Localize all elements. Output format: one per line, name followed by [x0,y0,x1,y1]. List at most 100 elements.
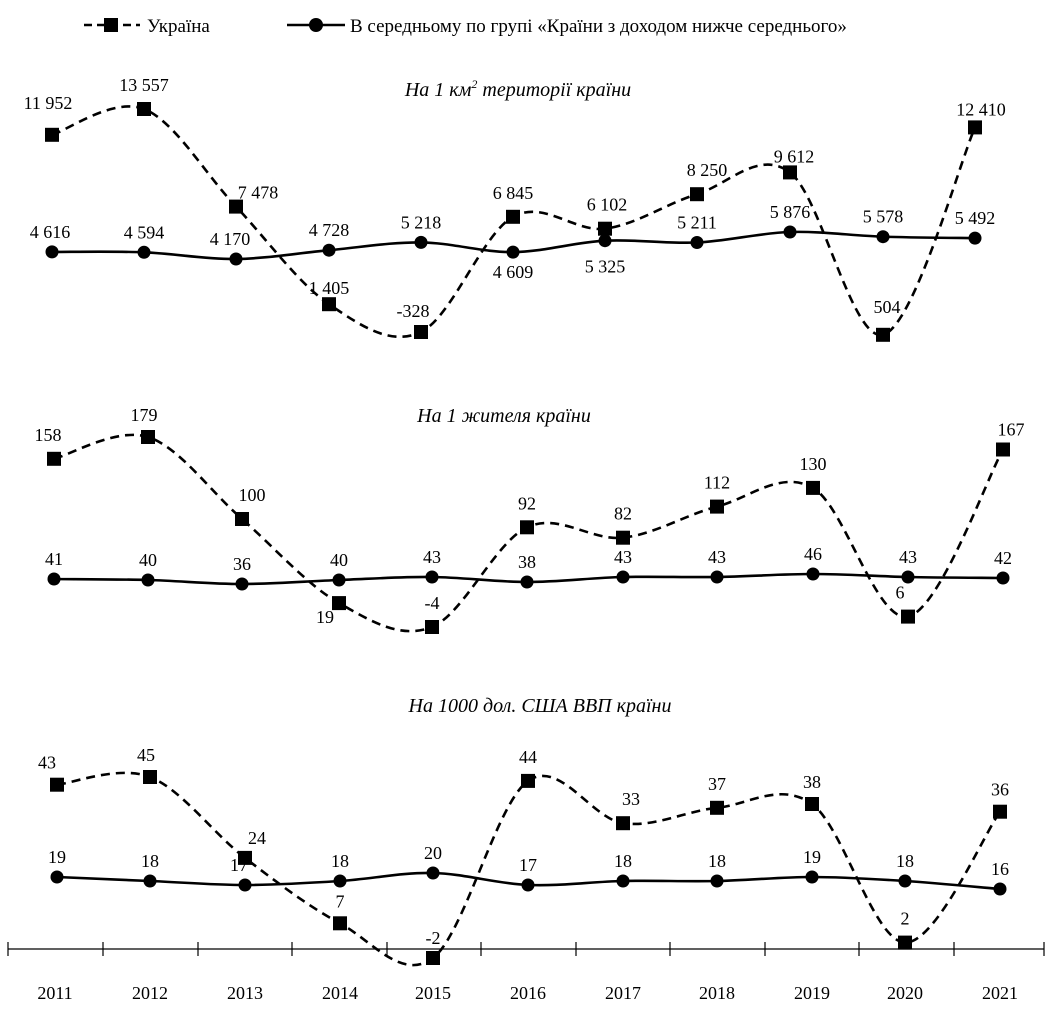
average-point [229,252,243,266]
average-point [996,571,1010,585]
ukraine-data-label: 24 [248,828,266,848]
average-point [901,570,915,584]
average-data-label: 43 [614,547,632,567]
average-point [235,577,249,591]
ukraine-data-label: 36 [991,780,1009,800]
ukraine-data-label: 19 [316,607,334,627]
average-data-label: 4 616 [30,222,71,242]
legend-ukraine: Україна [84,16,210,37]
ukraine-data-label: 82 [614,504,632,524]
ukraine-point [520,520,534,535]
ukraine-point [616,816,630,831]
average-data-label: 18 [708,851,726,871]
panel-3-title: На 1000 дол. США ВВП країни [408,695,672,717]
average-point [876,230,890,244]
panel-1-title: На 1 км2 території країни [404,77,631,101]
ukraine-data-label: 37 [708,774,726,794]
ukraine-point [616,530,630,545]
average-data-label: 5 218 [401,212,442,232]
ukraine-data-label: 7 [336,891,345,911]
ukraine-data-label: 6 845 [493,183,534,203]
average-point [425,570,439,584]
ukraine-point [238,850,252,865]
average-point [993,882,1007,896]
ukraine-data-label: 9 612 [774,146,815,166]
average-point [898,874,912,888]
average-point [616,570,630,584]
x-tick-label: 2013 [227,983,263,1003]
ukraine-data-label: -2 [426,928,441,948]
average-data-label: 18 [896,851,914,871]
average-point [238,878,252,892]
average-data-label: 18 [141,851,159,871]
ukraine-point [898,935,912,950]
average-data-label: 20 [424,843,442,863]
ukraine-point [521,773,535,788]
average-point [616,874,630,888]
ukraine-data-label: 6 [896,583,905,603]
ukraine-data-label: 2 [901,909,910,929]
ukraine-point [805,797,819,811]
average-data-label: 38 [518,552,536,572]
average-point [710,570,724,584]
x-axis: 2011 2012 2013 2014 2015 2016 2017 2018 2019 2020… [7,942,1045,1003]
ukraine-point [993,804,1007,819]
average-data-label: 5 211 [677,213,717,233]
average-point [806,567,820,581]
ukraine-point [876,327,890,342]
ukraine-data-label: 38 [803,772,821,792]
average-data-label: 42 [994,548,1012,568]
x-tick-label: 2012 [132,983,168,1003]
ukraine-point [235,512,249,526]
panel-2-title: На 1 жителя країни [416,405,591,427]
ukraine-point [143,770,157,784]
legend-average-label: В середньому по групі «Країни з доходом … [350,16,847,37]
ukraine-data-label: 112 [704,473,730,493]
average-data-label: 19 [803,847,821,867]
x-tick-label: 2021 [982,983,1018,1003]
ukraine-data-label: 179 [131,405,158,425]
ukraine-point [137,102,151,116]
average-point [690,236,704,249]
legend: Україна В середньому по групі «Країни з … [84,16,847,37]
legend-average: В середньому по групі «Країни з доходом … [287,16,847,37]
ukraine-data-label: -4 [425,593,440,613]
ukraine-data-label: 92 [518,493,536,513]
ukraine-point [783,165,797,180]
average-data-label: 17 [519,855,537,875]
x-tick-label: 2017 [605,983,641,1003]
average-point [50,870,64,884]
panel-1-plot: 4 616 4 594 4 170 4 728 5 218 4 609 5 325 5 211… [24,75,1006,342]
average-data-label: 16 [991,859,1009,879]
ukraine-point [45,127,59,142]
ukraine-data-label: 45 [137,745,155,765]
ukraine-data-label: 33 [622,789,640,809]
ukraine-point [425,620,439,634]
ukraine-data-label: 7 478 [238,183,279,203]
ukraine-point [710,499,724,514]
ukraine-series-line [53,433,1005,633]
x-tick-label: 2020 [887,983,923,1003]
ukraine-data-label: 130 [800,454,827,474]
average-point [506,245,520,259]
ukraine-series-line [51,105,977,338]
ukraine-point [322,297,336,312]
x-tick-label: 2016 [510,983,546,1003]
ukraine-point [414,325,428,339]
ukraine-data-label: 11 952 [24,93,73,113]
ukraine-data-label: 13 557 [119,75,169,95]
average-data-label: 5 325 [585,257,626,277]
average-point [598,234,612,248]
average-data-label: 43 [423,547,441,567]
ukraine-point [47,451,61,466]
average-data-label: 40 [139,550,157,570]
ukraine-point [229,199,243,214]
ukraine-data-label: 504 [874,297,901,317]
ukraine-point [141,430,155,444]
average-data-label: 19 [48,847,66,867]
ukraine-point [806,480,820,495]
average-point [426,866,440,880]
average-data-label: 5 578 [863,207,904,227]
ukraine-point [968,120,982,135]
